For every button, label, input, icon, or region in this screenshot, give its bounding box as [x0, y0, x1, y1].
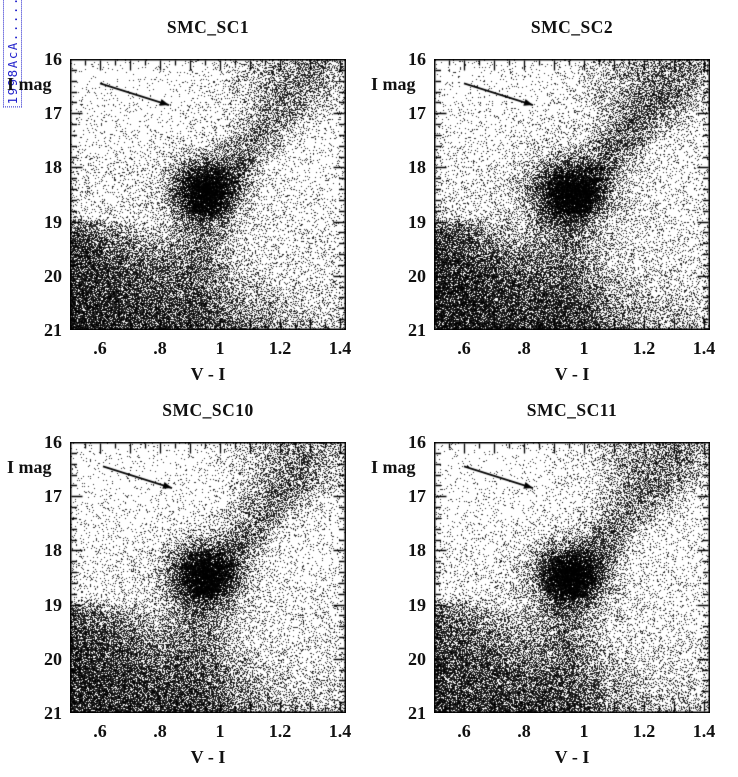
panel-title: SMC_SC11: [526, 400, 618, 420]
x-axis-label: V - I: [554, 747, 590, 767]
y-axis-label: I mag: [7, 457, 52, 477]
y-tick-label: 18: [44, 540, 62, 560]
panel-title: SMC_SC2: [530, 17, 614, 37]
x-tick-label: .6: [457, 338, 471, 358]
y-tick-label: 17: [408, 486, 426, 506]
scatter-plot-canvas: [434, 442, 710, 713]
x-tick-label: 1.4: [328, 721, 352, 741]
x-axis-label: V - I: [190, 364, 226, 384]
x-tick-label: 1: [579, 721, 589, 741]
y-tick-label: 16: [408, 49, 426, 69]
y-tick-label: 21: [408, 320, 426, 340]
y-tick-label: 19: [408, 212, 426, 232]
y-tick-label: 20: [44, 266, 62, 286]
x-tick-label: 1.2: [632, 721, 656, 741]
scatter-plot-canvas: [434, 59, 710, 330]
scatter-plot-canvas: [70, 442, 346, 713]
x-tick-label: .6: [93, 721, 107, 741]
scatter-plot-canvas: [70, 59, 346, 330]
panel-smc-sc1: SMC_SC1 I mag 16 17 18 19 20 21 .6 .8 1 1.2 1.4 V…: [7, 17, 351, 384]
y-axis-label: I mag: [371, 457, 416, 477]
x-tick-label: .8: [517, 338, 531, 358]
y-axis-label: I mag: [7, 74, 52, 94]
x-tick-label: 1.2: [268, 721, 292, 741]
y-tick-label: 20: [408, 649, 426, 669]
y-tick-label: 19: [44, 595, 62, 615]
x-tick-label: 1.4: [692, 721, 716, 741]
x-tick-label: 1.2: [268, 338, 292, 358]
panel-title: SMC_SC10: [162, 400, 254, 420]
x-tick-label: .6: [93, 338, 107, 358]
x-axis-label: V - I: [554, 364, 590, 384]
x-tick-label: .8: [517, 721, 531, 741]
y-tick-label: 17: [44, 486, 62, 506]
y-axis-label: I mag: [371, 74, 416, 94]
x-tick-label: 1: [215, 338, 225, 358]
y-tick-label: 16: [408, 432, 426, 452]
panel-smc-sc2: SMC_SC2 I mag 16 17 18 19 20 21 .6 .8 1 1.2 1.4 V…: [371, 17, 715, 384]
x-axis-label: V - I: [190, 747, 226, 767]
x-tick-label: 1: [215, 721, 225, 741]
y-tick-label: 18: [408, 157, 426, 177]
panel-smc-sc11: SMC_SC11 I mag 16 17 18 19 20 21 .6.8 1 1.2 1.4 …: [371, 400, 715, 767]
x-tick-label: .6: [457, 721, 471, 741]
y-tick-label: 17: [408, 103, 426, 123]
y-tick-label: 17: [44, 103, 62, 123]
y-tick-label: 16: [44, 432, 62, 452]
y-tick-label: 21: [44, 703, 62, 723]
panel-smc-sc10: SMC_SC10 I mag 16 17 18 19 20 21 .6.8 1 1.2 1.4 …: [7, 400, 351, 767]
y-tick-label: 21: [44, 320, 62, 340]
y-tick-label: 18: [408, 540, 426, 560]
x-tick-label: 1.4: [328, 338, 352, 358]
y-tick-label: 19: [408, 595, 426, 615]
x-tick-label: 1.2: [632, 338, 656, 358]
y-tick-label: 19: [44, 212, 62, 232]
y-tick-label: 20: [44, 649, 62, 669]
x-tick-label: 1: [579, 338, 589, 358]
y-tick-label: 18: [44, 157, 62, 177]
y-tick-label: 16: [44, 49, 62, 69]
y-tick-label: 20: [408, 266, 426, 286]
y-tick-label: 21: [408, 703, 426, 723]
x-tick-label: .8: [153, 721, 167, 741]
x-tick-label: .8: [153, 338, 167, 358]
panel-title: SMC_SC1: [166, 17, 250, 37]
x-tick-label: 1.4: [692, 338, 716, 358]
